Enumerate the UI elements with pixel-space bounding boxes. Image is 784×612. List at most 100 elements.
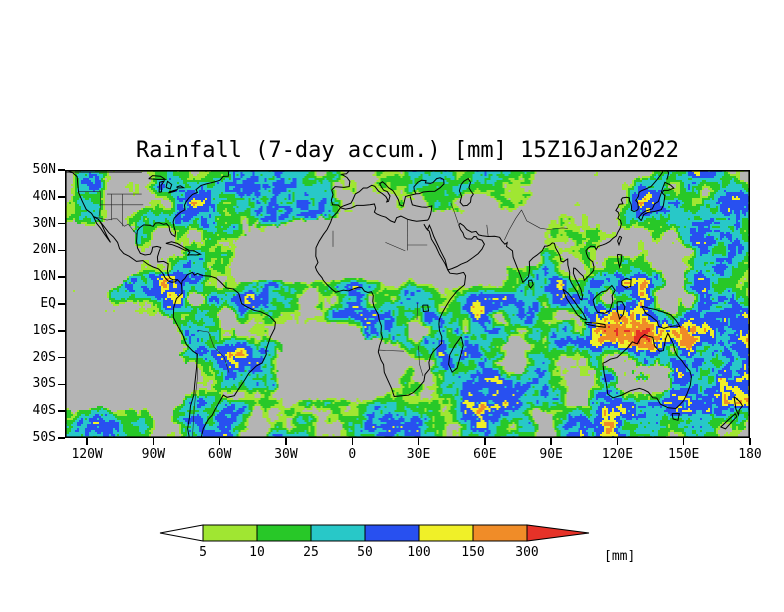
coastline-path: [528, 279, 534, 289]
x-axis-tick: [351, 438, 353, 445]
x-axis-label: 0: [348, 447, 357, 462]
colorbar-arrow-right: [526, 524, 590, 542]
y-axis-label: 20S: [32, 349, 56, 365]
x-axis-label: 120W: [71, 447, 103, 462]
y-axis-label: 50S: [32, 430, 56, 445]
y-axis-tick: [58, 249, 65, 252]
coastline-path: [422, 304, 430, 313]
country-border-line: [486, 224, 489, 237]
country-border-line: [521, 209, 568, 230]
colorbar-tick-label: 5: [199, 545, 207, 560]
coastline-path: [719, 413, 738, 430]
coastline-path: [176, 185, 186, 189]
coastline-path: [641, 305, 682, 329]
coastline-path: [458, 177, 474, 207]
y-axis-label: 40N: [32, 188, 56, 204]
coastline-path: [616, 301, 626, 321]
coastline-path: [314, 170, 665, 398]
x-axis-tick: [86, 438, 88, 445]
y-axis-tick: [58, 356, 65, 359]
x-axis-label: 90E: [539, 447, 563, 462]
x-axis-tick: [218, 438, 221, 445]
x-axis-label: 30W: [274, 447, 298, 462]
x-axis-label: 180: [738, 447, 762, 462]
y-axis-tick: [58, 276, 65, 278]
x-axis-label: 60W: [207, 447, 232, 462]
country-border-line: [418, 345, 424, 377]
x-axis-tick: [616, 438, 619, 445]
coastline-path: [617, 235, 623, 247]
map-frame: [65, 170, 750, 438]
country-border-line: [378, 349, 405, 352]
coastline-path: [592, 284, 616, 314]
coastline-path: [413, 177, 445, 195]
country-border-line: [197, 330, 230, 373]
y-axis-label: 40S: [32, 403, 56, 419]
x-axis-tick: [285, 438, 287, 445]
coastline-path: [448, 336, 464, 373]
y-axis-tick: [58, 303, 65, 305]
y-axis-tick: [58, 222, 65, 225]
x-axis-label: 150E: [668, 447, 700, 462]
country-border-line: [192, 353, 198, 438]
coastline-path: [65, 170, 198, 438]
colorbar-unit-label: [mm]: [604, 549, 636, 564]
colorbar-segment: [472, 524, 528, 542]
rainfall-field-canvas: [65, 170, 750, 438]
coastline-path: [148, 175, 167, 180]
x-axis-tick: [550, 438, 552, 445]
y-axis-label: 50N: [32, 162, 56, 177]
colorbar-tick-label: 25: [303, 545, 319, 560]
colorbar-tick-label: 50: [357, 545, 373, 560]
country-border-line: [504, 209, 522, 241]
country-border-line: [385, 242, 406, 252]
coastline-path: [168, 188, 178, 194]
coastline-path: [733, 396, 744, 417]
coastline-overlay: [65, 170, 750, 438]
plot-title: Rainfall (7-day accum.) [mm] 15Z16Jan202…: [135, 138, 680, 163]
colorbar-legend: 5 10 25 50 100 150 300: [159, 524, 590, 560]
coastline-path: [562, 288, 588, 321]
coastline-path: [158, 180, 166, 193]
y-axis-tick: [58, 383, 65, 386]
x-axis-tick: [152, 438, 155, 445]
coastline-path: [637, 181, 675, 222]
colorbar-segment: [418, 524, 474, 542]
y-axis-label: 10S: [32, 322, 56, 338]
coastline-path: [136, 170, 230, 281]
y-axis-label: 20N: [32, 242, 56, 258]
coastline-path: [165, 241, 190, 251]
colorbar-tick-label: 150: [461, 545, 484, 560]
coastline-path: [584, 321, 606, 328]
map-area: [65, 170, 750, 438]
coastline-path: [93, 216, 111, 243]
colorbar-segment: [202, 524, 258, 542]
coastline-path: [616, 253, 623, 269]
country-border-line: [416, 302, 418, 320]
x-axis-tick: [682, 438, 685, 445]
y-axis-tick: [58, 410, 65, 412]
x-axis-label: 90W: [141, 447, 166, 462]
coastline-path: [671, 413, 680, 421]
coastline-path: [165, 180, 173, 190]
colorbar-segment: [364, 524, 420, 542]
coastline-path: [330, 170, 417, 208]
colorbar-tick-label: 10: [249, 545, 265, 560]
colorbar-segment: [256, 524, 312, 542]
colorbar-segment: [310, 524, 366, 542]
country-border-line: [93, 216, 138, 235]
coastline-path: [602, 331, 692, 410]
y-axis-tick: [58, 330, 65, 332]
coastline-path: [186, 250, 203, 256]
y-axis-label: 10N: [32, 269, 56, 285]
x-axis-label: 60E: [473, 447, 497, 462]
coastline-path: [621, 277, 632, 289]
country-border-line: [98, 191, 101, 217]
y-axis-tick: [58, 437, 65, 439]
colorbar-tick-label: 300: [515, 545, 538, 560]
x-axis-tick: [417, 438, 420, 445]
colorbar-tick-label: 100: [407, 545, 430, 560]
country-border-line: [450, 202, 459, 224]
colorbar-arrow-left: [159, 524, 204, 542]
